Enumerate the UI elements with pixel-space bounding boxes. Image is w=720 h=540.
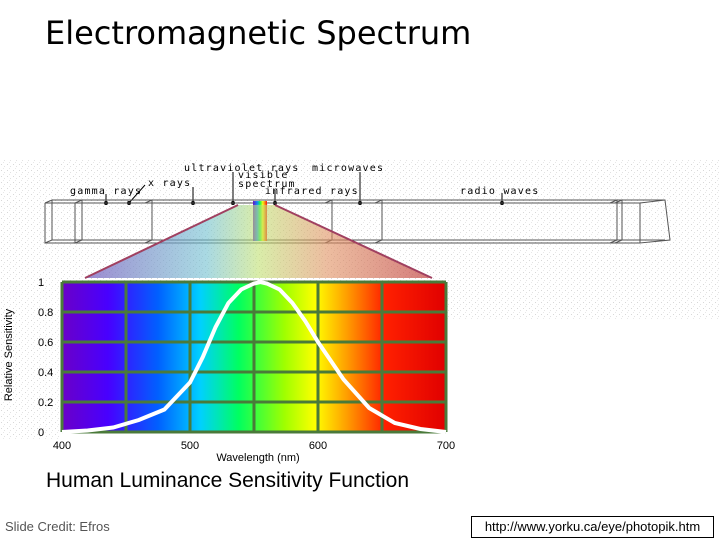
y-tick-label: 0.4 [38, 367, 53, 379]
luminance-chart: 0 0.2 0.4 0.6 0.8 1 400 500 600 700 Wavelength (… [3, 277, 455, 464]
chart-caption: Human Luminance Sensitivity Function [46, 469, 410, 492]
band-label-visible: visible spectrum [238, 170, 296, 190]
x-axis-label: Wavelength (nm) [216, 452, 299, 464]
y-axis-label: Relative Sensitivity [3, 308, 15, 401]
y-tick-label: 0.2 [38, 397, 53, 409]
band-label-infrared: infrared rays [265, 186, 359, 197]
x-tick-label: 700 [437, 440, 455, 452]
scan-background-left [0, 270, 60, 440]
y-tick-label: 0.8 [38, 307, 53, 319]
em-band-labels: ultraviolet rays microwaves visible spectru… [70, 163, 539, 197]
spectrum-projection [85, 205, 432, 278]
x-tick-label: 400 [53, 440, 71, 452]
band-label-microwaves: microwaves [312, 163, 384, 174]
y-tick-labels: 0 0.2 0.4 0.6 0.8 1 [38, 277, 53, 439]
spectrum-figure: ultraviolet rays microwaves visible spectru… [0, 160, 720, 464]
chart-grid [60, 280, 448, 434]
x-tick-label: 500 [181, 440, 199, 452]
x-tick-labels: 400 500 600 700 [53, 440, 455, 452]
band-label-ultraviolet: ultraviolet rays [184, 163, 300, 174]
fan-edges [84, 204, 433, 279]
band-label-xrays: x rays [148, 178, 191, 189]
y-tick-label: 1 [38, 277, 44, 289]
x-tick-label: 600 [309, 440, 327, 452]
sensitivity-curve [61, 279, 447, 434]
y-tick-label: 0.6 [38, 337, 53, 349]
source-url[interactable]: http://www.yorku.ca/eye/photopik.htm [471, 516, 714, 538]
slide-credit: Slide Credit: Efros [5, 519, 110, 534]
band-label-radio: radio waves [460, 186, 539, 197]
band-label-gamma: gamma rays [70, 186, 142, 197]
slide-title: Electromagnetic Spectrum [45, 14, 472, 52]
y-tick-label: 0 [38, 427, 44, 439]
